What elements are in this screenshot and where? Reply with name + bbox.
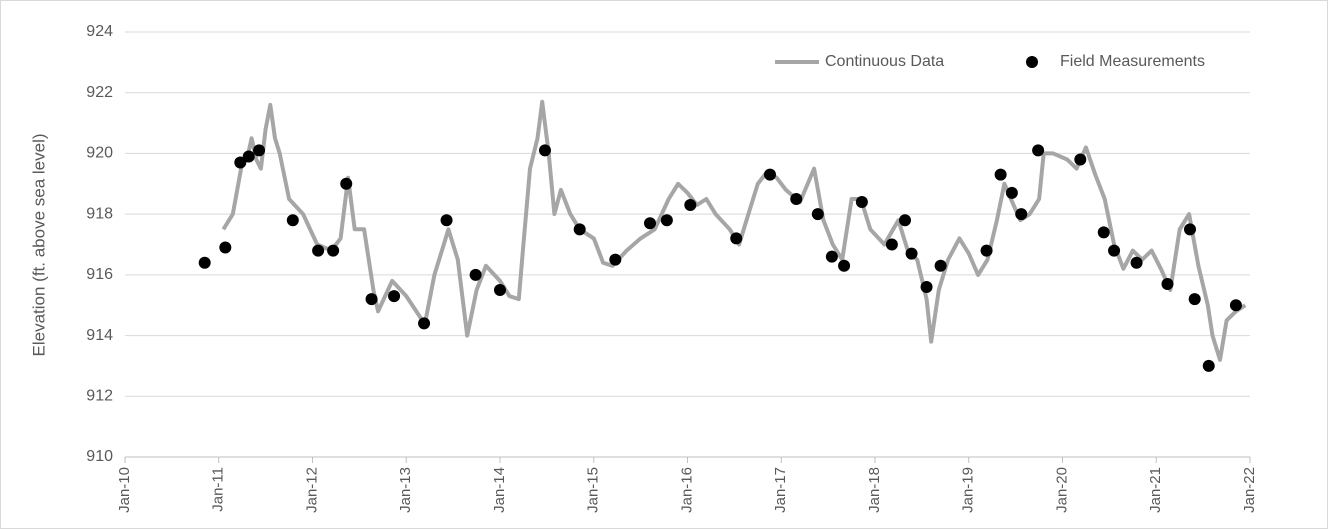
x-tick-label: Jan-15	[585, 467, 602, 513]
x-tick-label: Jan-13	[397, 467, 414, 513]
data-point	[1184, 223, 1196, 236]
y-tick-label: 916	[86, 266, 113, 283]
x-tick-label: Jan-21	[1147, 467, 1164, 513]
data-point	[609, 253, 622, 266]
data-point	[253, 144, 266, 157]
data-point	[934, 259, 947, 272]
data-point	[1108, 244, 1121, 257]
x-tick-label: Jan-22	[1241, 467, 1258, 513]
data-point	[660, 214, 673, 227]
data-point	[1032, 144, 1045, 157]
y-tick-label: 924	[86, 23, 113, 40]
data-point	[825, 250, 838, 263]
data-point	[340, 177, 353, 190]
y-tick-label: 922	[86, 84, 113, 101]
data-point	[198, 256, 211, 269]
y-tick-label: 920	[86, 145, 113, 162]
data-point	[1097, 226, 1110, 239]
data-point	[684, 199, 697, 212]
x-tick-label: Jan-20	[1053, 467, 1070, 513]
x-tick-label: Jan-17	[772, 467, 789, 513]
data-point	[644, 217, 656, 230]
x-tick-label: Jan-10	[116, 467, 133, 513]
data-point	[1130, 256, 1143, 269]
data-point	[418, 317, 431, 330]
data-point	[811, 208, 824, 221]
y-tick-label: 918	[86, 205, 113, 222]
data-point	[494, 284, 506, 297]
data-point	[286, 214, 299, 227]
data-point	[1188, 293, 1201, 306]
data-point	[219, 241, 232, 254]
data-point	[1074, 153, 1087, 166]
data-point	[539, 144, 551, 157]
data-point	[327, 244, 340, 257]
x-tick-label: Jan-14	[491, 467, 508, 513]
data-point	[885, 238, 898, 251]
y-axis-label: Elevation (ft. above sea level)	[29, 133, 48, 356]
data-point	[312, 244, 325, 257]
data-point	[790, 192, 803, 205]
data-point	[994, 168, 1007, 181]
y-tick-label: 914	[86, 327, 113, 344]
data-point	[1202, 359, 1215, 372]
data-point	[980, 244, 993, 257]
data-point	[242, 150, 255, 163]
data-point	[1015, 208, 1028, 221]
data-point	[730, 232, 743, 245]
data-point	[1161, 277, 1174, 290]
x-tick-label: Jan-19	[960, 467, 977, 513]
data-point	[388, 290, 401, 303]
data-point	[1229, 299, 1242, 312]
y-tick-label: 910	[86, 448, 113, 465]
data-point	[469, 268, 482, 281]
data-point	[764, 168, 776, 181]
data-point	[899, 214, 911, 227]
data-point	[365, 293, 378, 306]
x-tick-label: Jan-16	[678, 467, 695, 513]
x-tick-label: Jan-18	[866, 467, 883, 513]
legend-label: Continuous Data	[825, 53, 944, 70]
data-point	[838, 259, 851, 272]
data-point	[440, 214, 453, 227]
x-tick-label: Jan-11	[210, 467, 227, 512]
data-point	[234, 156, 247, 169]
y-tick-label: 912	[86, 388, 113, 405]
x-tick-label: Jan-12	[303, 467, 320, 513]
data-point	[573, 223, 586, 236]
legend-swatch	[1026, 56, 1038, 68]
data-point	[855, 196, 868, 208]
data-point	[1005, 186, 1018, 199]
legend-label: Field Measurements	[1060, 53, 1205, 70]
data-point	[905, 247, 918, 260]
data-point	[920, 281, 933, 293]
